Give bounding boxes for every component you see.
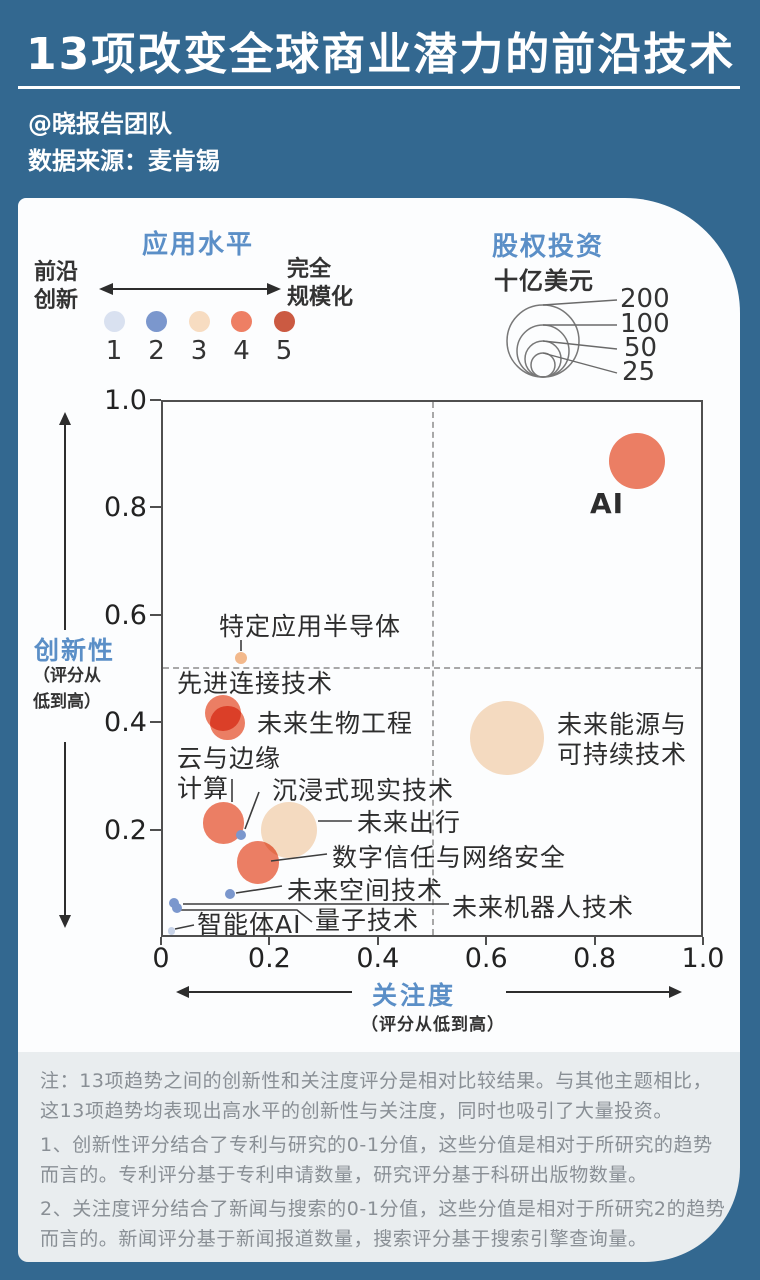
y-tick-label-0.4: 0.4 <box>104 707 147 739</box>
x-tick-label-0.2: 0.2 <box>247 943 291 974</box>
y-tick-mark-0.8 <box>150 506 161 509</box>
adoption-high-label: 完全 规模化 <box>287 257 354 310</box>
quadrant-divider-horizontal <box>163 667 701 669</box>
y-tick-mark-0.4 <box>150 721 161 724</box>
size-label-25: 25 <box>622 357 656 387</box>
leader-immersive-reality <box>244 791 260 830</box>
note-paragraph-2: 1、创新性评分结合了专利与研究的0-1分值，这些分值是相对于所研究的趋势 而言的… <box>40 1134 713 1186</box>
y-tick-label-0.2: 0.2 <box>104 814 147 846</box>
size-label-200: 200 <box>620 284 670 314</box>
adoption-level-number-1: 1 <box>105 336 123 366</box>
bubble-ai <box>609 433 666 489</box>
leader-future-space <box>235 885 283 894</box>
x-axis-arrow-right-icon <box>506 986 682 998</box>
bubble-future-bioengineering <box>210 706 245 741</box>
y-tick-label-0.8: 0.8 <box>104 492 147 524</box>
label-cloud-edge-computing: 云与边缘 计算 <box>177 744 282 803</box>
x-tick-mark-0 <box>160 937 162 945</box>
adoption-level-dot-3 <box>188 311 210 332</box>
label-quantum: 量子技术 <box>315 906 420 935</box>
y-axis-title: 创新性 <box>34 636 116 665</box>
label-agentic-ai: 智能体AI <box>197 910 302 939</box>
y-tick-label-1.0: 1.0 <box>104 385 147 416</box>
adoption-level-dot-2 <box>146 311 167 332</box>
bubble-digital-trust-cybersecurity <box>236 840 280 884</box>
adoption-low-label: 前沿 创新 <box>34 260 79 313</box>
chart-card <box>18 198 740 1052</box>
bubble-immersive-reality <box>235 829 247 840</box>
x-axis-subtitle: （评分从低到高） <box>361 1015 505 1035</box>
investment-legend-title: 股权投资 <box>492 232 605 262</box>
x-tick-label-0.6: 0.6 <box>464 943 508 974</box>
credit-line: @晓报告团队 <box>28 110 172 138</box>
investment-size-circles <box>506 299 618 378</box>
adoption-level-number-5: 5 <box>275 336 293 366</box>
label-app-specific-semiconductors: 特定应用半导体 <box>219 612 402 641</box>
adoption-legend-title: 应用水平 <box>142 230 255 260</box>
label-future-energy-sustainability: 未来能源与 可持续技术 <box>557 710 688 769</box>
note-paragraph-1: 注：13项趋势之间的创新性和关注度评分是相对比较结果。与其他主题相比， 这13项… <box>40 1070 713 1122</box>
investment-unit-label: 十亿美元 <box>494 267 594 295</box>
x-tick-mark-0.8 <box>593 937 596 945</box>
adoption-double-arrow-icon <box>99 283 281 295</box>
y-axis-arrow-bottom-icon <box>59 742 71 928</box>
y-tick-mark-1.0 <box>150 399 161 401</box>
x-tick-label-0.4: 0.4 <box>356 943 400 974</box>
y-tick-label-0.6: 0.6 <box>104 599 147 631</box>
note-paragraph-3: 2、关注度评分结合了新闻与搜索的0-1分值，这些分值是相对于所研究2的趋势 而言… <box>40 1198 726 1250</box>
plot-area: AI 特定应用半导体先进连接技术未来生物工程云与边缘 计算 沉浸式现实技术未来出行数… <box>104 385 724 974</box>
x-tick-label-1.0: 1.0 <box>681 943 725 974</box>
label-immersive-reality: 沉浸式现实技术 <box>272 776 455 805</box>
page-title: 13项改变全球商业潜力的前沿技术 <box>26 29 736 80</box>
bubble-future-robotics <box>172 902 183 913</box>
adoption-level-number-3: 3 <box>190 336 208 366</box>
x-tick-label-0.8: 0.8 <box>573 943 617 974</box>
x-axis-arrow-left-icon <box>176 986 352 998</box>
leader-agentic-ai <box>174 924 195 930</box>
adoption-level-dot-1 <box>103 311 125 332</box>
data-source-line: 数据来源：麦肯锡 <box>28 147 220 175</box>
adoption-level-5: 5 <box>267 311 301 366</box>
x-tick-mark-1.0 <box>702 937 704 945</box>
leader-quantum <box>180 909 313 923</box>
y-tick-mark-0.2 <box>150 828 161 831</box>
leader-lines <box>174 640 449 930</box>
label-future-mobility: 未来出行 <box>357 808 462 837</box>
bubble-app-specific-semiconductors <box>234 651 248 665</box>
adoption-level-number-2: 2 <box>148 336 165 366</box>
x-tick-mark-0.2 <box>268 937 271 945</box>
y-tick-mark-0.6 <box>150 613 161 616</box>
adoption-level-4: 4 <box>225 311 259 366</box>
bubble-agentic-ai <box>167 927 175 935</box>
y-axis-arrow-top-icon <box>59 412 71 630</box>
adoption-level-dot-5 <box>273 311 295 332</box>
adoption-level-3: 3 <box>182 311 216 366</box>
adoption-level-dot-4 <box>231 311 252 332</box>
label-advanced-connectivity: 先进连接技术 <box>177 669 334 698</box>
adoption-level-2: 2 <box>140 311 174 366</box>
size-label-100: 100 <box>620 309 670 339</box>
x-tick-mark-0.6 <box>485 937 488 945</box>
label-ai: AI <box>590 487 625 520</box>
adoption-level-1: 1 <box>97 311 131 366</box>
label-future-robotics: 未来机器人技术 <box>452 893 635 922</box>
bubble-future-space <box>225 888 236 899</box>
title-underline <box>18 86 740 89</box>
size-label-50: 50 <box>624 333 658 363</box>
label-future-space: 未来空间技术 <box>287 876 444 905</box>
x-tick-mark-0.4 <box>376 937 379 945</box>
label-future-bioengineering: 未来生物工程 <box>257 709 414 738</box>
adoption-level-number-4: 4 <box>233 336 250 366</box>
y-axis-subtitle: （评分从 低到高） <box>33 666 101 712</box>
bubble-future-energy-sustainability <box>470 701 545 776</box>
x-tick-label-0: 0 <box>152 943 170 974</box>
x-axis-title: 关注度 <box>372 981 457 1010</box>
leader-digital-trust-cybersecurity <box>270 853 328 862</box>
label-digital-trust-cybersecurity: 数字信任与网络安全 <box>332 843 567 872</box>
notes-card <box>18 1052 740 1262</box>
